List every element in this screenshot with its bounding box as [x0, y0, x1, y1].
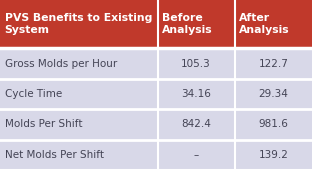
- Text: Molds Per Shift: Molds Per Shift: [5, 119, 82, 129]
- Bar: [0, 0, 312, 48]
- Bar: [0, 140, 312, 170]
- Text: PVS Benefits to Existing
System: PVS Benefits to Existing System: [5, 13, 152, 35]
- Text: After
Analysis: After Analysis: [239, 13, 290, 35]
- Text: 29.34: 29.34: [258, 89, 288, 99]
- Text: 139.2: 139.2: [258, 150, 288, 160]
- Text: Net Molds Per Shift: Net Molds Per Shift: [5, 150, 104, 160]
- Text: Gross Molds per Hour: Gross Molds per Hour: [5, 59, 117, 69]
- Text: 981.6: 981.6: [258, 119, 288, 129]
- Text: 34.16: 34.16: [181, 89, 211, 99]
- Text: 842.4: 842.4: [181, 119, 211, 129]
- Bar: [0, 48, 312, 79]
- Text: 105.3: 105.3: [181, 59, 211, 69]
- Bar: [0, 79, 312, 109]
- Text: –: –: [193, 150, 199, 160]
- Text: Before
Analysis: Before Analysis: [162, 13, 213, 35]
- Text: Cycle Time: Cycle Time: [5, 89, 62, 99]
- Bar: [0, 109, 312, 140]
- Text: 122.7: 122.7: [258, 59, 288, 69]
